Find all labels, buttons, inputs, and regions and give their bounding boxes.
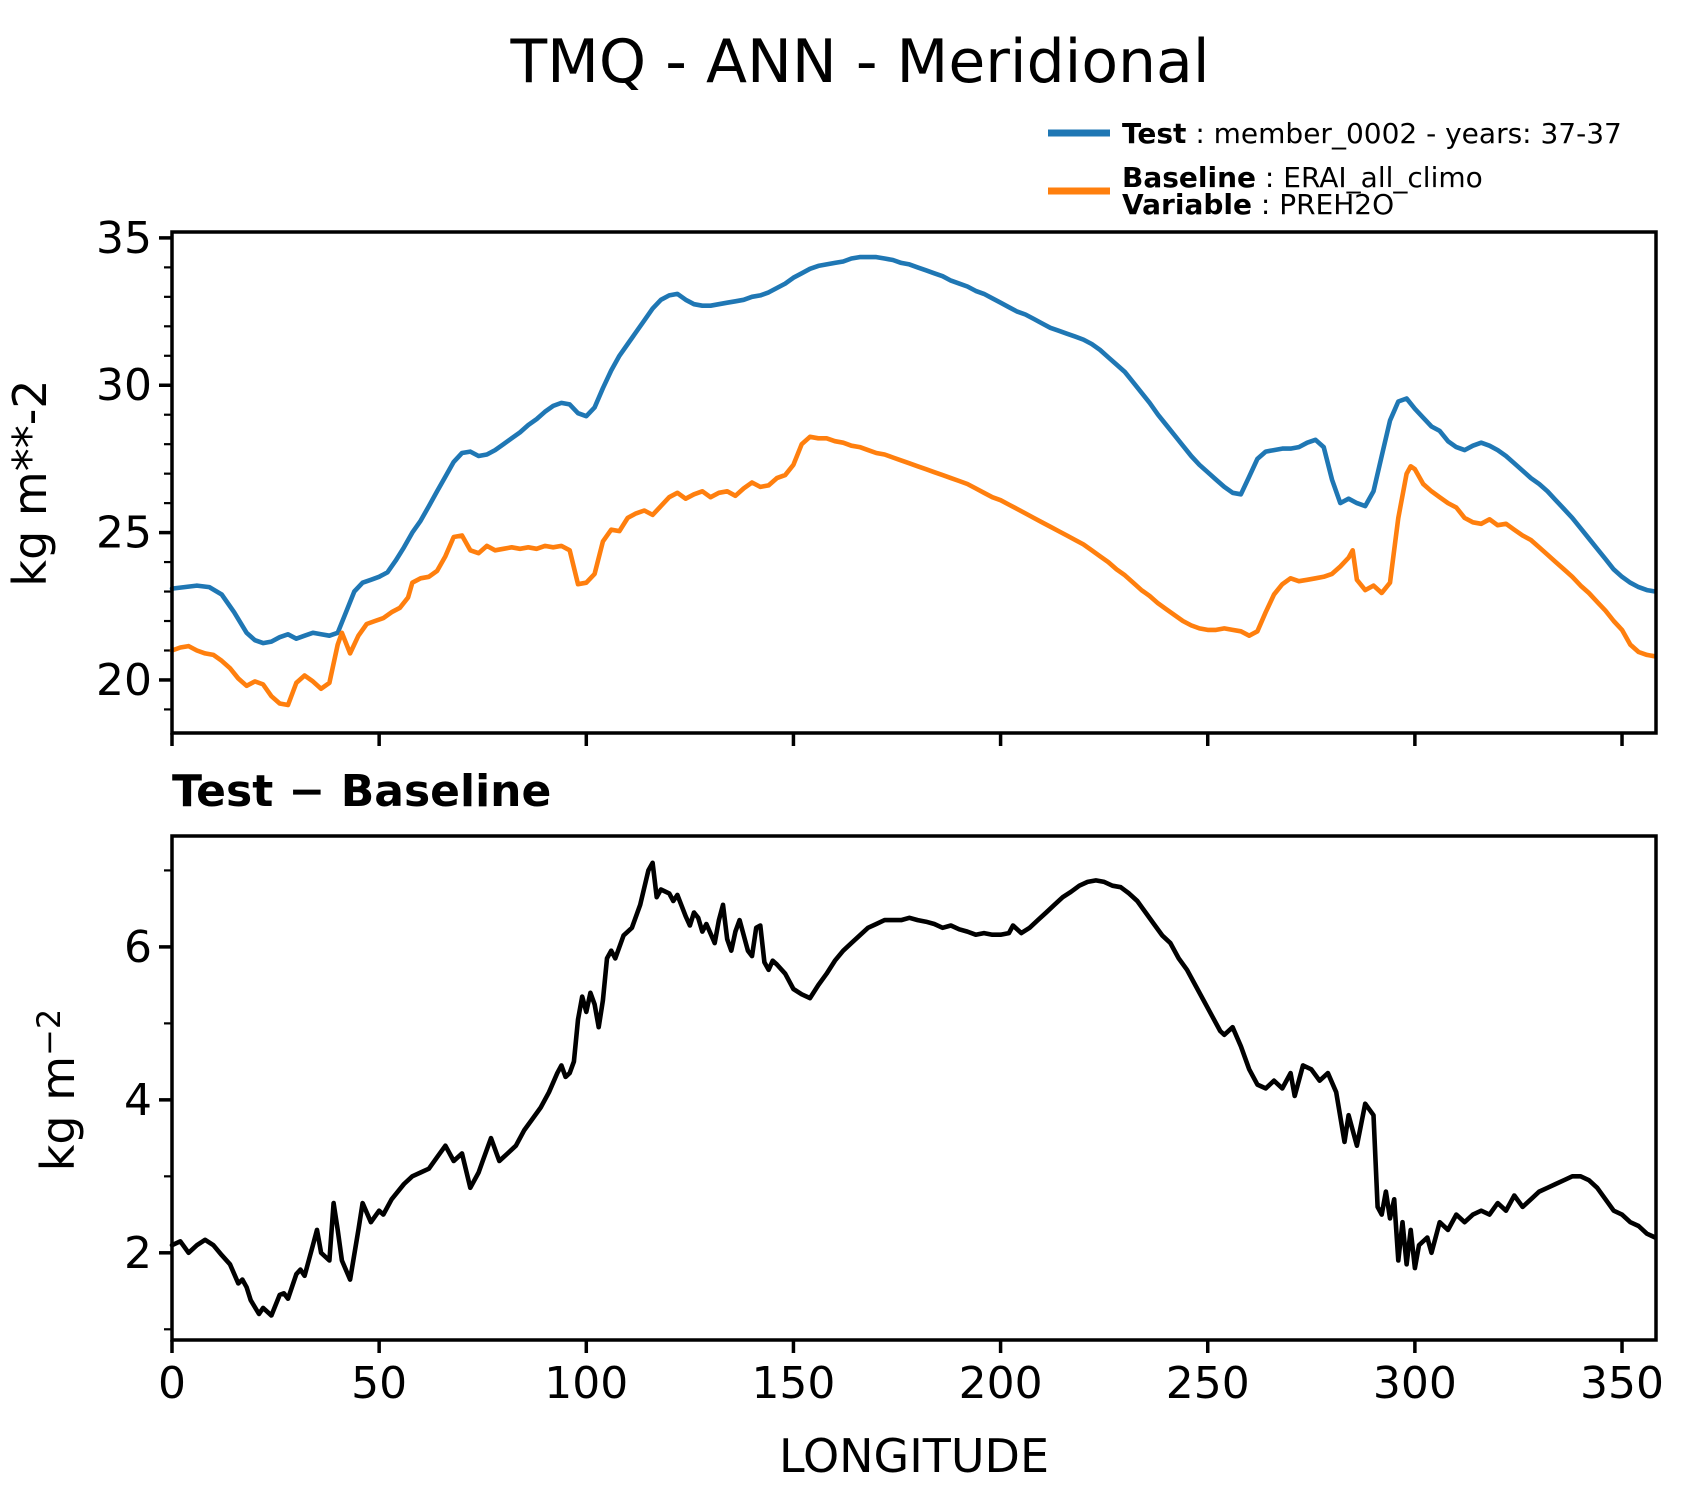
bottom-ylabel: kg m−2	[30, 1009, 85, 1171]
x-tick-label: 300	[1373, 1358, 1457, 1409]
x-tick-label: 250	[1166, 1358, 1250, 1409]
bottom-panel-frame	[170, 834, 1658, 1342]
x-tick-label: 0	[158, 1358, 186, 1409]
series-Baseline	[169, 434, 1658, 708]
top-panel-frame	[170, 230, 1658, 735]
y-tick-label: 35	[96, 213, 152, 264]
top-ticks: 20 25 30 35	[96, 213, 1624, 746]
top-panel: 20 25 30 35 kg m**-2	[3, 213, 1658, 746]
y-tick-label: 30	[96, 360, 152, 411]
figure-title: TMQ - ANN - Meridional	[510, 27, 1210, 97]
legend-baseline-label: Baseline : ERAI_all_climo	[1122, 161, 1483, 194]
top-series	[169, 254, 1658, 708]
top-ylabel: kg m**-2	[3, 379, 57, 586]
y-tick-label: 6	[124, 922, 152, 973]
y-tick-label: 20	[96, 655, 152, 706]
x-tick-label: 100	[544, 1358, 628, 1409]
y-tick-label: 2	[124, 1228, 152, 1279]
x-tick-label: 150	[751, 1358, 835, 1409]
legend-test-label: Test : member_0002 - years: 37-37	[1122, 117, 1622, 150]
x-tick-label: 50	[351, 1358, 407, 1409]
y-tick-label: 4	[124, 1075, 152, 1126]
diff-panel-title: Test − Baseline	[172, 766, 551, 817]
x-tick-label: 350	[1580, 1358, 1664, 1409]
bottom-ticks: 0 50 100 150 200 250 300 350 2 4 6	[124, 869, 1664, 1409]
legend-variable-label: Variable : PREH2O	[1122, 188, 1394, 221]
bottom-xlabel: LONGITUDE	[779, 1429, 1049, 1483]
y-tick-label: 25	[96, 508, 152, 559]
bottom-series	[169, 860, 1658, 1318]
bottom-panel: 0 50 100 150 200 250 300 350 2 4 6 kg m−2 LONGITUD…	[30, 834, 1664, 1483]
series-Test − Baseline	[169, 860, 1658, 1318]
x-tick-label: 200	[959, 1358, 1043, 1409]
series-Test	[169, 254, 1658, 646]
legend: Test : member_0002 - years: 37-37 Baseli…	[1048, 117, 1622, 221]
